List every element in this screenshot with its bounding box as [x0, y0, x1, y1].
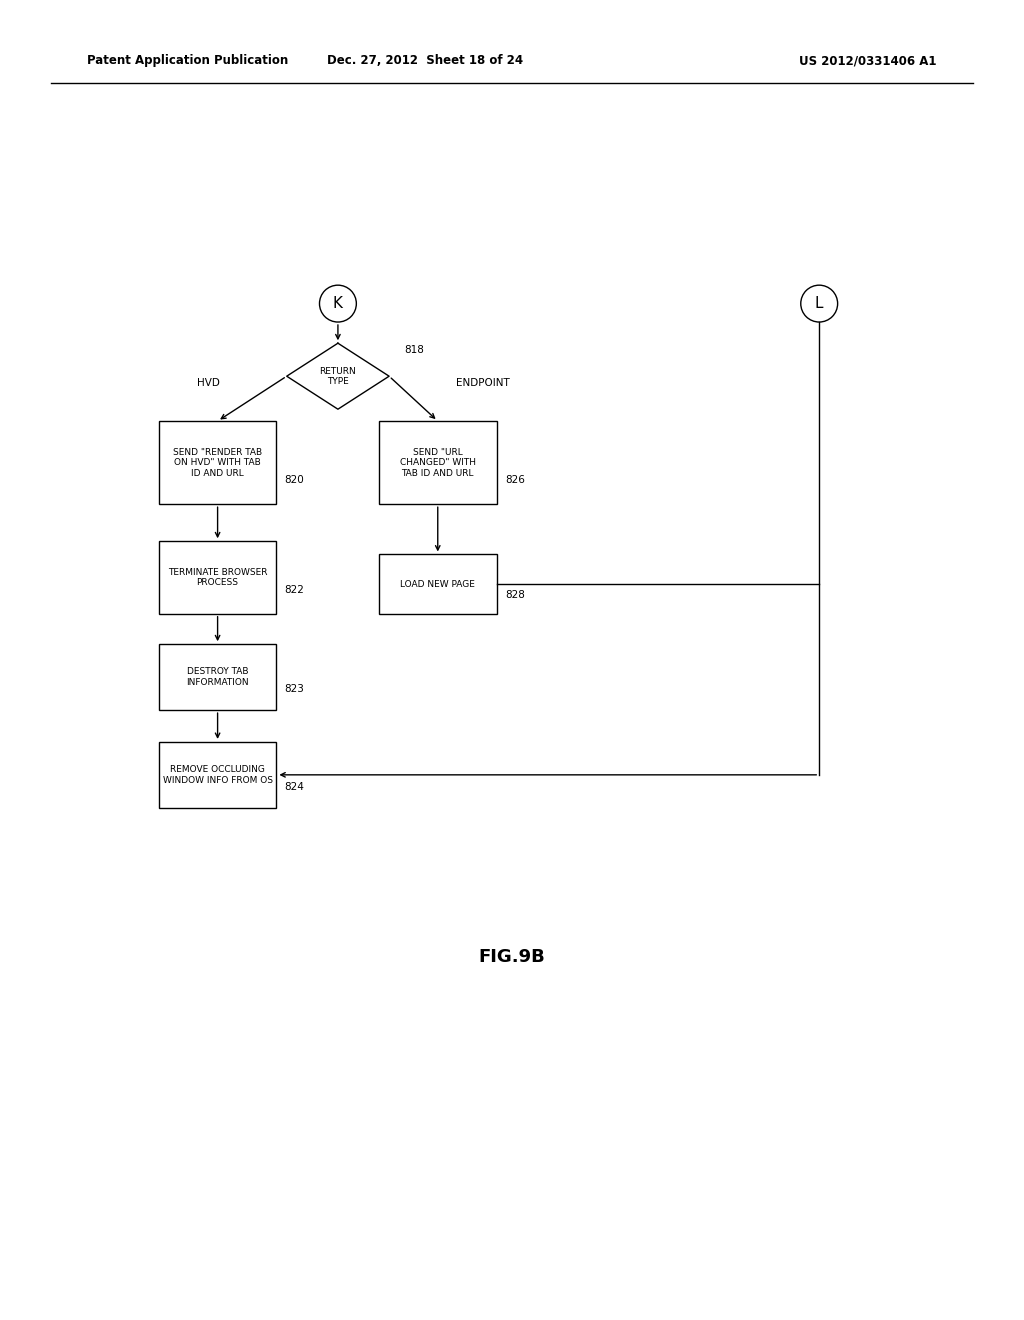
Text: SEND "URL
CHANGED" WITH
TAB ID AND URL: SEND "URL CHANGED" WITH TAB ID AND URL [399, 447, 476, 478]
Bar [379, 554, 497, 614]
Text: L: L [815, 296, 823, 312]
Text: 818: 818 [404, 345, 424, 355]
Bar [379, 421, 497, 504]
Text: K: K [333, 296, 343, 312]
Text: 820: 820 [285, 475, 304, 486]
Text: RETURN
TYPE: RETURN TYPE [319, 367, 356, 385]
Text: HVD: HVD [198, 378, 220, 388]
Bar [159, 421, 276, 504]
Text: FIG.9B: FIG.9B [478, 948, 546, 966]
Text: TERMINATE BROWSER
PROCESS: TERMINATE BROWSER PROCESS [168, 568, 267, 587]
Bar [159, 742, 276, 808]
Text: US 2012/0331406 A1: US 2012/0331406 A1 [800, 54, 937, 67]
Text: REMOVE OCCLUDING
WINDOW INFO FROM OS: REMOVE OCCLUDING WINDOW INFO FROM OS [163, 766, 272, 784]
Text: 824: 824 [285, 781, 304, 792]
Bar [159, 644, 276, 710]
Text: 823: 823 [285, 684, 304, 694]
Text: LOAD NEW PAGE: LOAD NEW PAGE [400, 579, 475, 589]
Text: Patent Application Publication: Patent Application Publication [87, 54, 289, 67]
Text: 822: 822 [285, 585, 304, 595]
Text: 826: 826 [505, 475, 524, 486]
Text: SEND "RENDER TAB
ON HVD" WITH TAB
ID AND URL: SEND "RENDER TAB ON HVD" WITH TAB ID AND… [173, 447, 262, 478]
Text: DESTROY TAB
INFORMATION: DESTROY TAB INFORMATION [186, 668, 249, 686]
Text: 828: 828 [505, 590, 524, 601]
Text: Dec. 27, 2012  Sheet 18 of 24: Dec. 27, 2012 Sheet 18 of 24 [327, 54, 523, 67]
Bar [159, 541, 276, 614]
Text: ENDPOINT: ENDPOINT [456, 378, 509, 388]
